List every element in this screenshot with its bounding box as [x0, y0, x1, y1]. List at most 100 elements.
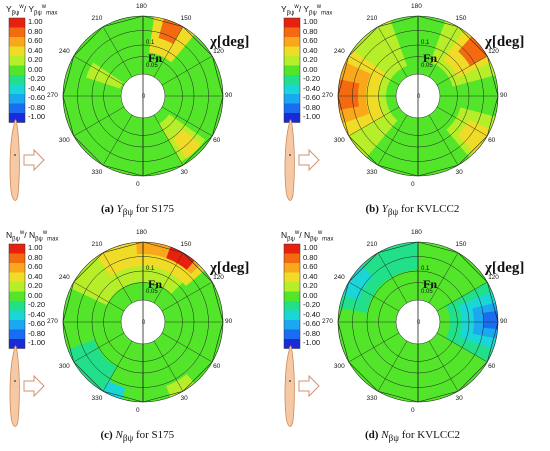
- angle-tick-label: 60: [213, 362, 221, 370]
- angle-tick-label: 180: [411, 3, 422, 10]
- colorbar-tick-label: 0.60: [303, 36, 318, 45]
- radial-tick-label: 0: [417, 320, 421, 326]
- colorbar-tick-label: -1.00: [303, 338, 321, 347]
- colorbar-swatch: [284, 263, 300, 273]
- angle-tick-label: 150: [455, 240, 467, 248]
- colorbar-swatch: [9, 263, 25, 273]
- colorbar-tick-label: -1.00: [303, 112, 321, 121]
- colorbar-tick-label: 1.00: [303, 243, 318, 252]
- angle-tick-label: 90: [225, 92, 233, 99]
- contour-region: [103, 380, 126, 400]
- subfigure-caption: (d) Nβψ for KVLCC2: [365, 429, 461, 444]
- colorbar-swatch: [9, 75, 25, 85]
- colorbar-swatch: [284, 339, 300, 349]
- contour-region: [85, 62, 124, 89]
- colorbar-swatch: [9, 253, 25, 263]
- colorbar-tick-label: 0.80: [28, 26, 43, 36]
- colorbar-swatch: [9, 272, 25, 282]
- colorbar-tick-label: -0.60: [303, 319, 321, 328]
- wave-direction-arrow-icon: [23, 148, 45, 172]
- colorbar-tick-label: -0.60: [28, 93, 46, 102]
- fn-axis-label: Fn: [423, 277, 438, 291]
- angle-tick-label: 30: [180, 395, 188, 403]
- colorbar-swatch: [284, 320, 300, 330]
- colorbar-title: Nβψw/ Nβψwmax: [6, 230, 59, 243]
- angle-tick-label: 0: [136, 407, 140, 414]
- ship-hull-icon: [284, 119, 295, 201]
- colorbar-swatch: [284, 103, 300, 113]
- colorbar-swatch: [284, 46, 300, 56]
- subfigure-a: Yβψw/ Yβψwmax 1.00 0.80 0.60 0.40 0.20 0.00 -0.…: [0, 0, 275, 225]
- angle-tick-label: 300: [333, 136, 345, 144]
- angle-tick-label: 330: [366, 169, 378, 177]
- angle-tick-label: 120: [488, 47, 499, 55]
- angle-tick-label: 240: [58, 47, 70, 55]
- colorbar-swatch: [9, 320, 25, 330]
- colorbar-swatch: [284, 272, 300, 282]
- colorbar-tick-label: -0.40: [28, 83, 46, 93]
- contour-region: [172, 129, 202, 159]
- colorbar-swatch: [9, 84, 25, 94]
- radial-tick-label: 0.05: [421, 63, 433, 69]
- colorbar-tick-label: 0.40: [28, 271, 43, 281]
- radial-tick-label: 0: [417, 94, 421, 100]
- colorbar-swatch: [284, 291, 300, 301]
- polar-plot: [8, 241, 224, 427]
- angle-tick-label: 90: [225, 318, 233, 325]
- angle-tick-label: 90: [500, 318, 508, 325]
- colorbar-swatch: [9, 94, 25, 104]
- ship-hull-icon: [284, 345, 295, 427]
- colorbar-tick-label: 0.60: [303, 262, 318, 271]
- contour-region: [342, 265, 373, 301]
- colorbar-tick-label: 1.00: [28, 243, 43, 252]
- colorbar-tick-label: -1.00: [28, 112, 46, 121]
- colorbar-swatch: [9, 244, 25, 254]
- angle-tick-label: 210: [91, 14, 103, 22]
- colorbar-swatch: [9, 46, 25, 56]
- ship-hull-icon: [9, 345, 20, 427]
- chi-axis-label: χ[deg]: [485, 34, 525, 50]
- angle-tick-label: 60: [488, 136, 496, 144]
- colorbar-tick-label: 0.80: [28, 252, 43, 262]
- radial-tick-label: 0.1: [146, 40, 155, 46]
- contour-region: [166, 246, 195, 270]
- angle-tick-label: 150: [180, 240, 192, 248]
- colorbar-tick-label: -0.40: [303, 83, 321, 93]
- angle-tick-label: 30: [455, 169, 463, 177]
- contour-region: [457, 119, 491, 153]
- radial-tick-label: 0: [142, 94, 146, 100]
- colorbar-swatch: [9, 282, 25, 292]
- angle-tick-label: 210: [91, 240, 103, 248]
- colorbar-swatch: [284, 329, 300, 339]
- colorbar-tick-label: 0.00: [303, 290, 318, 300]
- chi-axis-label: χ[deg]: [210, 260, 250, 276]
- colorbar-title: Yβψw/ Yβψwmax: [6, 4, 58, 17]
- colorbar-tick-label: 0.20: [303, 281, 318, 290]
- colorbar-tick-label: -0.20: [28, 74, 46, 83]
- colorbar-swatch: [9, 65, 25, 75]
- contour-region: [458, 36, 488, 66]
- radial-tick-label: 0.1: [146, 266, 155, 272]
- contour-region: [338, 79, 360, 110]
- angle-tick-label: 270: [47, 318, 58, 325]
- colorbar-swatch: [9, 56, 25, 66]
- angle-tick-label: 330: [366, 395, 378, 403]
- colorbar-swatch: [9, 301, 25, 311]
- colorbar-tick-label: 0.80: [303, 26, 318, 36]
- colorbar-swatch: [9, 27, 25, 37]
- polar-plot: [283, 241, 499, 427]
- subfigure-caption: (b) Yβψ for KVLCC2: [365, 203, 460, 218]
- colorbar-tick-label: -0.20: [303, 300, 321, 309]
- colorbar-tick-label: -0.40: [303, 309, 321, 319]
- angle-tick-label: 270: [322, 92, 333, 99]
- subfigure-d: Nβψw/ Nβψwmax 1.00 0.80 0.60 0.40 0.20 0.00 -0.…: [275, 226, 550, 451]
- radial-tick-label: 0.05: [421, 289, 433, 295]
- colorbar-swatch: [284, 244, 300, 254]
- colorbar-swatch: [284, 253, 300, 263]
- fn-axis-label: Fn: [148, 51, 163, 65]
- fn-axis-label: Fn: [148, 277, 163, 291]
- angle-tick-label: 180: [136, 229, 147, 236]
- colorbar-tick-label: 0.00: [28, 290, 43, 300]
- angle-tick-label: 180: [136, 3, 147, 10]
- angle-tick-label: 210: [366, 240, 378, 248]
